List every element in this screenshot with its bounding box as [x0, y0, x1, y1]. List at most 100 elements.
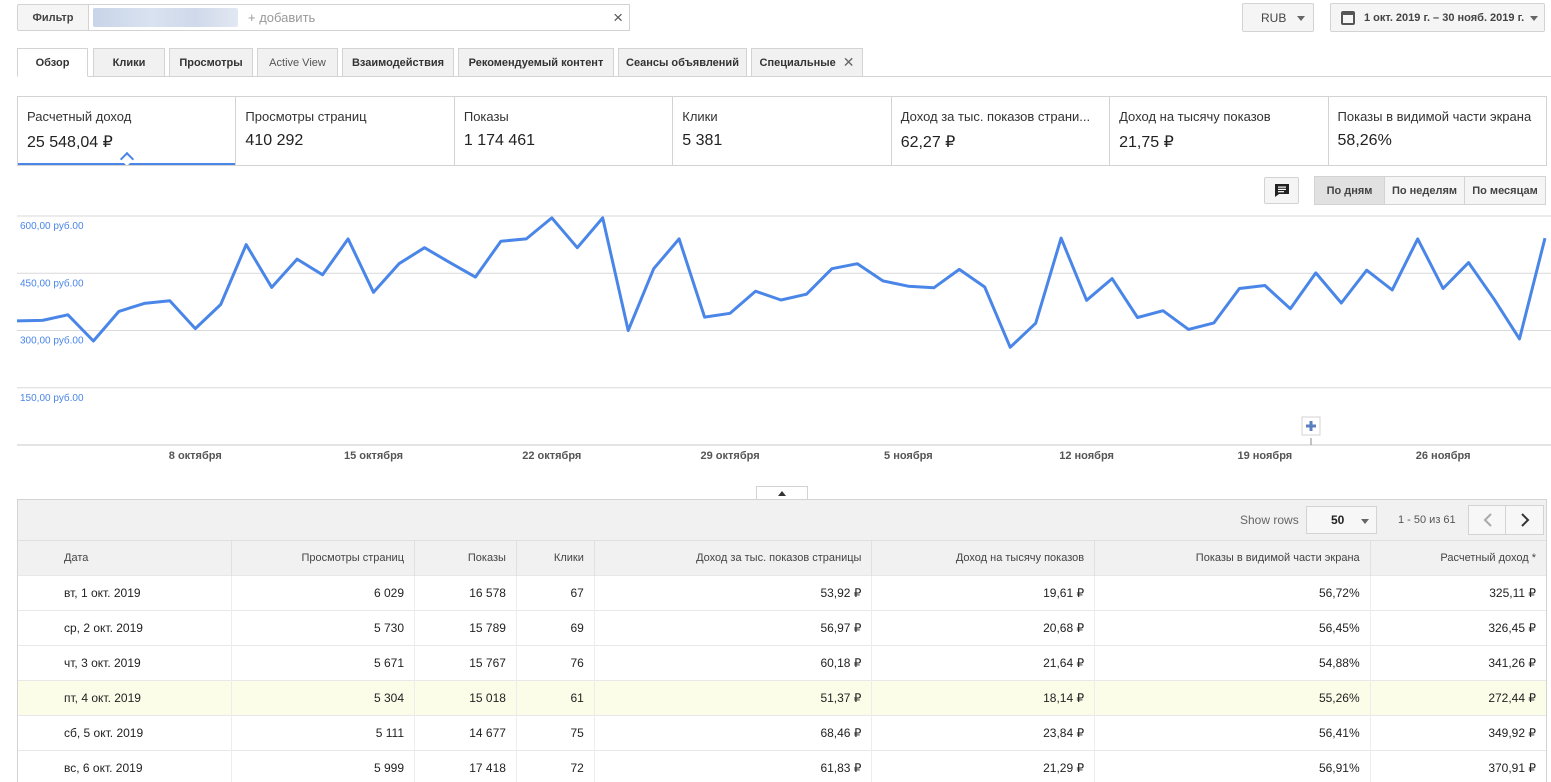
col-header-page-views[interactable]: Просмотры страниц: [231, 540, 416, 576]
tab-overview[interactable]: Обзор: [17, 48, 88, 77]
row-value-cell: 370,91 ₽: [1370, 750, 1546, 782]
row-value-cell: 272,44 ₽: [1370, 680, 1546, 716]
row-value-cell: 69: [516, 610, 595, 646]
row-value-cell: 21,29 ₽: [871, 750, 1096, 782]
x-tick-label: 15 октября: [344, 450, 403, 462]
metric-value: 21,75 ₽: [1119, 134, 1174, 151]
rows-per-page-value: 50: [1331, 513, 1345, 527]
tab-clicks[interactable]: Клики: [93, 48, 165, 77]
y-tick-label: 150,00 руб.00: [20, 392, 84, 404]
table-row: вс, 6 окт. 2019 5 999 17 418 72 61,83 ₽21,29…: [18, 750, 1546, 782]
x-tick-label: 29 октября: [701, 450, 760, 462]
close-icon[interactable]: ✕: [842, 54, 855, 70]
row-date-cell: пт, 4 окт. 2019: [18, 680, 233, 716]
x-tick-label: 12 ноября: [1059, 450, 1114, 462]
row-value-cell: 67: [516, 575, 595, 611]
add-annotation-marker[interactable]: [1301, 416, 1321, 445]
col-header-viewable[interactable]: Показы в видимой части экрана: [1094, 540, 1371, 576]
metric-label: Доход за тыс. показов страни...: [900, 109, 1091, 124]
row-value-cell: 56,97 ₽: [594, 610, 873, 646]
col-header-page-rpm[interactable]: Доход за тыс. показов страницы: [594, 540, 873, 576]
chevron-right-icon: [1520, 513, 1529, 527]
rows-per-page-select[interactable]: 50: [1306, 506, 1377, 534]
tab-custom[interactable]: Специальные ✕: [751, 48, 863, 77]
calendar-icon: [1341, 10, 1355, 25]
metric-label: Клики: [682, 109, 718, 124]
row-value-cell: 60,18 ₽: [594, 645, 873, 681]
y-tick-label: 600,00 руб.00: [20, 220, 84, 232]
row-value-cell: 56,72%: [1094, 575, 1371, 611]
tab-recommended-content[interactable]: Рекомендуемый контент: [458, 48, 614, 77]
row-value-cell: 6 029: [231, 575, 416, 611]
annotation-button[interactable]: [1264, 177, 1299, 204]
metric-label: Доход на тысячу показов: [1119, 109, 1271, 124]
metric-active-view-viewable[interactable]: Показы в видимой части экрана 58,26%: [1329, 97, 1546, 165]
row-value-cell: 68,46 ₽: [594, 715, 873, 751]
metric-impression-rpm[interactable]: Доход на тысячу показов 21,75 ₽: [1110, 97, 1329, 165]
table-row: чт, 3 окт. 2019 5 671 15 767 76 60,18 ₽21,64…: [18, 645, 1546, 681]
metric-label: Показы: [463, 109, 509, 124]
row-date-cell: ср, 2 окт. 2019: [18, 610, 233, 646]
col-header-clicks[interactable]: Клики: [516, 540, 595, 576]
row-value-cell: 72: [516, 750, 595, 782]
granularity-days-button[interactable]: По дням: [1314, 176, 1385, 205]
page-range-text: 1 - 50 из 61: [1398, 514, 1456, 526]
metric-page-rpm[interactable]: Доход за тыс. показов страни... 62,27 ₽: [892, 97, 1111, 165]
collapse-chart-toggle[interactable]: [756, 486, 808, 500]
metric-impressions[interactable]: Показы 1 174 461: [455, 97, 674, 165]
tab-views[interactable]: Просмотры: [169, 48, 253, 77]
date-range-value: 1 окт. 2019 г. – 30 нояб. 2019 г.: [1364, 11, 1525, 24]
chevron-down-icon: [1530, 16, 1538, 21]
row-value-cell: 76: [516, 645, 595, 681]
tab-active-view[interactable]: Active View: [257, 48, 338, 77]
tab-interactions[interactable]: Взаимодействия: [342, 48, 454, 77]
currency-value: RUB: [1261, 10, 1287, 25]
metric-value: 25 548,04 ₽: [27, 134, 113, 151]
date-range-select[interactable]: 1 окт. 2019 г. – 30 нояб. 2019 г.: [1330, 3, 1545, 32]
row-value-cell: 56,45%: [1094, 610, 1371, 646]
tab-custom-label: Специальные: [759, 56, 836, 69]
y-tick-label: 450,00 руб.00: [20, 277, 84, 289]
filter-chip[interactable]: [93, 8, 238, 27]
metric-value: 62,27 ₽: [900, 134, 956, 151]
filter-button[interactable]: Фильтр: [17, 4, 89, 31]
filter-add-input[interactable]: + добавить: [248, 10, 316, 25]
x-tick-label: 22 октября: [522, 450, 581, 462]
table-row: пт, 4 окт. 2019 5 304 15 018 61 51,37 ₽18,14…: [18, 680, 1546, 716]
revenue-line-chart: 600,00 руб.00 450,00 руб.00 300,00 руб.00 1…: [16, 215, 1551, 462]
row-value-cell: 51,37 ₽: [594, 680, 873, 716]
tab-ad-sessions[interactable]: Сеансы объявлений: [618, 48, 747, 77]
metric-page-views[interactable]: Просмотры страниц 410 292: [236, 97, 455, 165]
row-date-cell: чт, 3 окт. 2019: [18, 645, 233, 681]
metric-clicks[interactable]: Клики 5 381: [673, 97, 892, 165]
row-value-cell: 326,45 ₽: [1370, 610, 1546, 646]
chart-series-line: [16, 216, 1547, 349]
row-value-cell: 17 418: [414, 750, 517, 782]
row-value-cell: 341,26 ₽: [1370, 645, 1546, 681]
row-value-cell: 14 677: [414, 715, 517, 751]
prev-page-button[interactable]: [1468, 505, 1507, 535]
currency-select[interactable]: RUB: [1242, 3, 1314, 32]
row-value-cell: 5 111: [231, 715, 416, 751]
row-value-cell: 21,64 ₽: [871, 645, 1096, 681]
granularity-weeks-button[interactable]: По неделям: [1384, 176, 1465, 205]
row-date-cell: вс, 6 окт. 2019: [18, 750, 233, 782]
report-table-panel: Show rows 50 1 - 50 из 61 Дата Просмотры…: [17, 499, 1547, 782]
x-tick-label: 19 ноября: [1238, 450, 1293, 462]
row-value-cell: 5 999: [231, 750, 416, 782]
row-value-cell: 54,88%: [1094, 645, 1371, 681]
filter-field[interactable]: + добавить ×: [88, 4, 630, 31]
metric-estimated-revenue[interactable]: Расчетный доход 25 548,04 ₽: [18, 97, 237, 165]
clear-icon[interactable]: ×: [613, 8, 623, 27]
row-value-cell: 53,92 ₽: [594, 575, 873, 611]
granularity-months-button[interactable]: По месяцам: [1464, 176, 1546, 205]
col-header-date[interactable]: Дата: [18, 540, 233, 576]
col-header-impression-rpm[interactable]: Доход на тысячу показов: [871, 540, 1096, 576]
chevron-up-icon: [778, 491, 786, 496]
next-page-button[interactable]: [1505, 505, 1544, 535]
col-header-impressions[interactable]: Показы: [414, 540, 517, 576]
row-value-cell: 18,14 ₽: [871, 680, 1096, 716]
table-row: ср, 2 окт. 2019 5 730 15 789 69 56,97 ₽20,68…: [18, 610, 1546, 646]
table-header-row: Дата Просмотры страниц Показы Клики Дохо…: [18, 540, 1546, 576]
col-header-estimated-revenue[interactable]: Расчетный доход *: [1370, 540, 1546, 576]
